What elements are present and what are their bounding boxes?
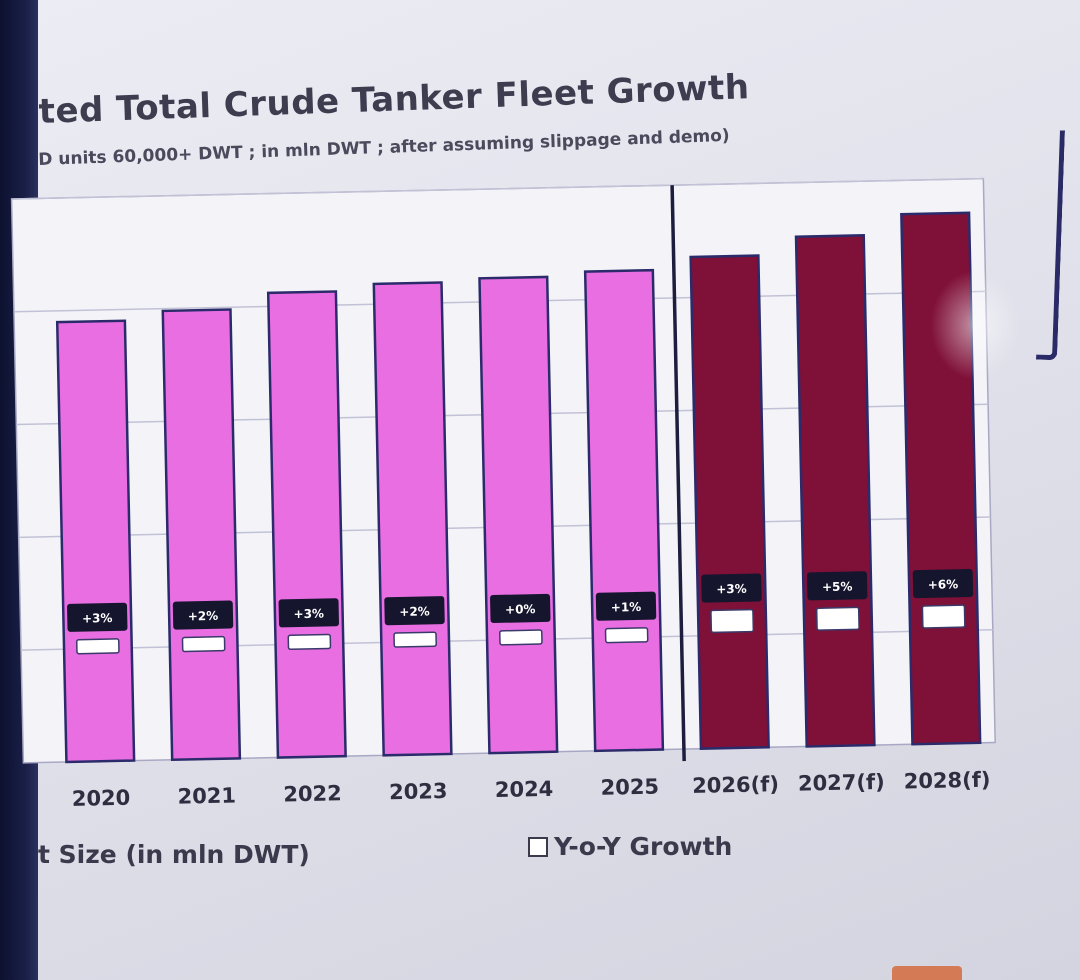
growth-label-2020: +3% bbox=[82, 611, 113, 626]
growth-badge-2024 bbox=[490, 593, 551, 624]
x-tick-2021: 2021 bbox=[177, 783, 236, 808]
growth-label-2027(f): +5% bbox=[822, 579, 853, 594]
bar-2022 bbox=[266, 290, 347, 759]
bar-2026(f) bbox=[689, 254, 770, 750]
x-tick-2020: 2020 bbox=[72, 786, 131, 811]
forecast-divider bbox=[670, 185, 686, 762]
corner-object bbox=[892, 966, 962, 980]
bar-2028(f) bbox=[900, 211, 982, 746]
growth-label-2025: +1% bbox=[611, 600, 642, 615]
growth-badge-2028(f) bbox=[912, 569, 974, 599]
growth-label-2028(f): +6% bbox=[928, 577, 959, 592]
bar-2025 bbox=[583, 268, 665, 753]
growth-marker-2022 bbox=[287, 633, 332, 651]
bar-2027(f) bbox=[794, 234, 876, 748]
legend-yoy-growth-label: Y-o-Y Growth bbox=[554, 832, 733, 861]
plot-area: +3% 2020 +2% 2021 +3% 2022 +2% 2023 +0% 2024 +1% 20… bbox=[10, 177, 996, 811]
gridline bbox=[11, 177, 984, 200]
bar-2021 bbox=[161, 308, 242, 762]
x-tick-2024: 2024 bbox=[495, 777, 554, 802]
growth-badge-2025 bbox=[595, 591, 657, 621]
x-tick-2028(f): 2028(f) bbox=[903, 768, 990, 794]
growth-marker-2024 bbox=[499, 629, 543, 646]
growth-label-2026(f): +3% bbox=[716, 582, 747, 597]
growth-label-2021: +2% bbox=[188, 609, 219, 624]
legend-fleet-size: t Size (in mln DWT) bbox=[38, 840, 310, 869]
bar-2020 bbox=[55, 319, 136, 764]
growth-badge-2020 bbox=[67, 602, 128, 632]
growth-badge-2023 bbox=[384, 596, 445, 626]
bar-2024 bbox=[478, 275, 559, 755]
x-tick-2023: 2023 bbox=[389, 779, 448, 804]
growth-marker-2023 bbox=[393, 631, 437, 648]
growth-label-2024: +0% bbox=[505, 602, 536, 617]
growth-label-2023: +2% bbox=[399, 604, 430, 619]
growth-marker-2021 bbox=[181, 635, 226, 653]
x-tick-2022: 2022 bbox=[283, 781, 342, 806]
growth-badge-2026(f) bbox=[701, 573, 762, 603]
legend-yoy-growth: Y-o-Y Growth bbox=[528, 832, 732, 861]
legend-fleet-size-label: t Size (in mln DWT) bbox=[38, 840, 310, 869]
growth-marker-2025 bbox=[604, 627, 649, 644]
growth-marker-2027(f) bbox=[815, 606, 860, 631]
growth-marker-2028(f) bbox=[921, 604, 966, 629]
growth-label-2022: +3% bbox=[293, 607, 324, 622]
growth-badge-2022 bbox=[278, 598, 339, 628]
x-tick-2027(f): 2027(f) bbox=[798, 770, 885, 796]
bar-2023 bbox=[372, 281, 453, 757]
growth-badge-2021 bbox=[172, 600, 234, 630]
growth-marker-2026(f) bbox=[710, 608, 755, 634]
x-tick-2025: 2025 bbox=[600, 775, 659, 800]
growth-marker-2020 bbox=[76, 638, 120, 655]
growth-badge-2027(f) bbox=[806, 571, 868, 601]
legend-swatch-icon bbox=[528, 836, 548, 857]
x-tick-2026(f): 2026(f) bbox=[692, 772, 779, 798]
